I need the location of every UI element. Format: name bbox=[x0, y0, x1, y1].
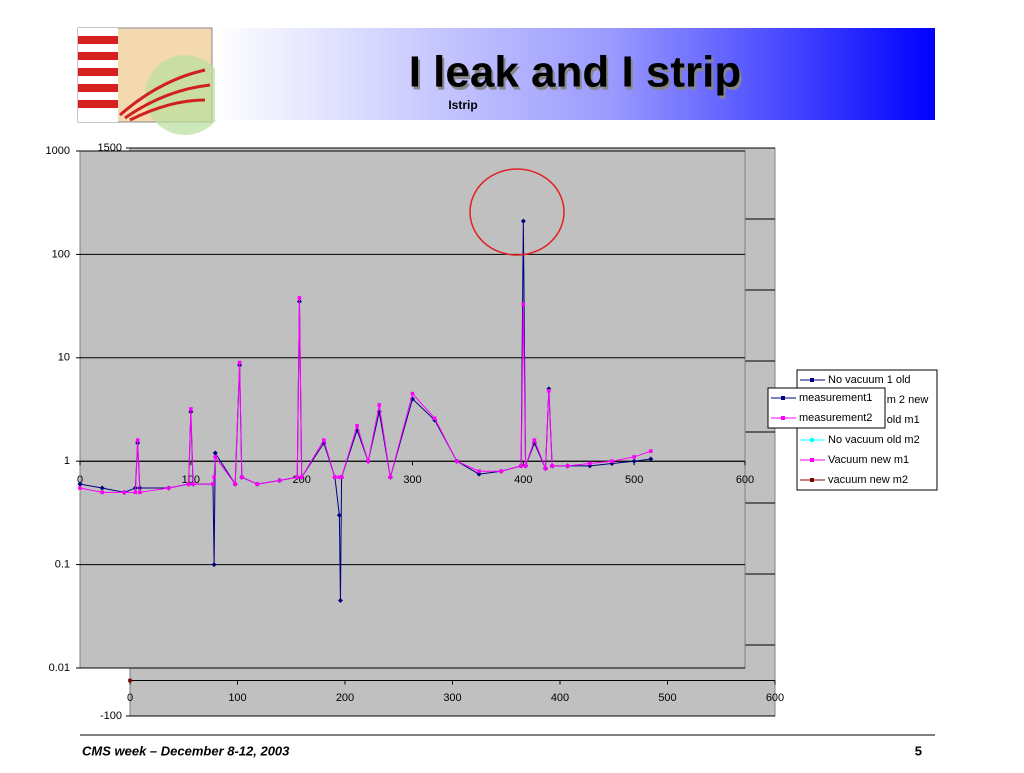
marker bbox=[138, 490, 142, 495]
marker bbox=[299, 475, 304, 480]
title-banner bbox=[215, 28, 935, 120]
marker bbox=[237, 360, 242, 365]
legend-label: measurement1 bbox=[799, 392, 872, 404]
highlight-circle bbox=[469, 168, 565, 256]
footer-text: CMS week – December 8-12, 2003 bbox=[82, 743, 290, 758]
marker bbox=[523, 464, 528, 468]
marker bbox=[128, 678, 132, 683]
marker bbox=[432, 416, 437, 421]
marker bbox=[77, 481, 83, 487]
marker bbox=[648, 449, 653, 453]
legend-marker bbox=[810, 458, 814, 462]
marker bbox=[543, 466, 548, 471]
marker bbox=[191, 482, 195, 486]
marker bbox=[240, 475, 244, 480]
marker bbox=[631, 458, 637, 464]
marker bbox=[355, 423, 359, 428]
marker bbox=[135, 438, 140, 442]
marker bbox=[520, 218, 526, 224]
marker bbox=[211, 482, 215, 486]
y-tick-label: -100 bbox=[100, 710, 122, 722]
legend-marker bbox=[810, 478, 814, 482]
marker bbox=[519, 464, 523, 468]
logo bbox=[77, 27, 225, 135]
marker bbox=[255, 482, 260, 486]
x-tick-label: 200 bbox=[336, 692, 354, 704]
marker bbox=[322, 438, 326, 442]
legend-marker bbox=[810, 378, 814, 382]
marker bbox=[388, 475, 393, 480]
marker bbox=[333, 475, 337, 480]
x-tick-label: 400 bbox=[551, 692, 569, 704]
charts: Istrip-100100300500700900110013001500010… bbox=[46, 98, 938, 722]
x-tick-label: 100 bbox=[182, 474, 200, 486]
marker bbox=[78, 486, 82, 490]
marker bbox=[366, 459, 370, 463]
x-tick-label: 0 bbox=[77, 474, 83, 486]
marker bbox=[186, 482, 191, 486]
page-number: 5 bbox=[915, 743, 922, 758]
x-tick-label: 500 bbox=[625, 474, 643, 486]
marker bbox=[233, 482, 237, 486]
marker bbox=[295, 475, 300, 480]
marker bbox=[339, 475, 344, 480]
marker bbox=[410, 391, 415, 396]
y-tick-label: 100 bbox=[52, 248, 70, 260]
marker bbox=[297, 296, 302, 300]
title: I leak and I strip bbox=[409, 48, 742, 97]
legend-marker bbox=[781, 416, 785, 420]
marker bbox=[477, 469, 481, 474]
marker bbox=[610, 459, 614, 463]
plot-area bbox=[79, 150, 746, 669]
marker bbox=[212, 475, 216, 480]
y-tick-label: 1000 bbox=[46, 145, 70, 157]
x-tick-label: 500 bbox=[658, 692, 676, 704]
legend-marker bbox=[781, 396, 785, 400]
marker bbox=[532, 438, 537, 442]
marker bbox=[547, 388, 551, 393]
x-tick-label: 300 bbox=[443, 692, 461, 704]
marker bbox=[133, 490, 138, 495]
marker bbox=[122, 490, 127, 495]
marker bbox=[166, 486, 171, 490]
marker bbox=[499, 469, 503, 474]
x-tick-label: 600 bbox=[736, 474, 754, 486]
legend-label: measurement2 bbox=[799, 412, 872, 424]
marker bbox=[565, 464, 570, 468]
legend-box bbox=[767, 387, 886, 429]
x-tick-label: 0 bbox=[127, 692, 133, 704]
marker bbox=[213, 455, 218, 459]
title-shadow: I leak and I strip bbox=[411, 51, 744, 100]
x-tick-label: 400 bbox=[514, 474, 532, 486]
marker bbox=[632, 455, 636, 459]
legend-label: Vacuum new m1 bbox=[828, 454, 909, 466]
marker bbox=[521, 302, 526, 306]
marker bbox=[277, 478, 282, 483]
marker bbox=[455, 459, 459, 463]
marker bbox=[648, 456, 654, 462]
x-tick-label: 100 bbox=[228, 692, 246, 704]
marker bbox=[100, 490, 104, 495]
y-tick-label: 0.1 bbox=[55, 559, 70, 571]
chart-title: Istrip bbox=[448, 98, 477, 112]
legend-label: vacuum new m2 bbox=[828, 474, 908, 486]
x-tick-label: 300 bbox=[403, 474, 421, 486]
y-tick-label: 0.01 bbox=[49, 662, 70, 674]
legend-label: No vacuum 1 old bbox=[828, 374, 911, 386]
marker bbox=[377, 403, 382, 407]
marker bbox=[588, 461, 592, 466]
marker bbox=[99, 485, 105, 491]
marker bbox=[337, 597, 343, 603]
marker bbox=[189, 407, 193, 411]
x-tick-label: 600 bbox=[766, 692, 784, 704]
marker bbox=[211, 562, 217, 568]
legend-marker bbox=[810, 438, 814, 442]
legend-label: No vacuum old m2 bbox=[828, 434, 920, 446]
y-tick-label: 10 bbox=[58, 352, 70, 364]
marker bbox=[212, 450, 218, 456]
y-tick-label: 1 bbox=[64, 455, 70, 467]
marker bbox=[336, 512, 342, 518]
marker bbox=[550, 464, 554, 468]
